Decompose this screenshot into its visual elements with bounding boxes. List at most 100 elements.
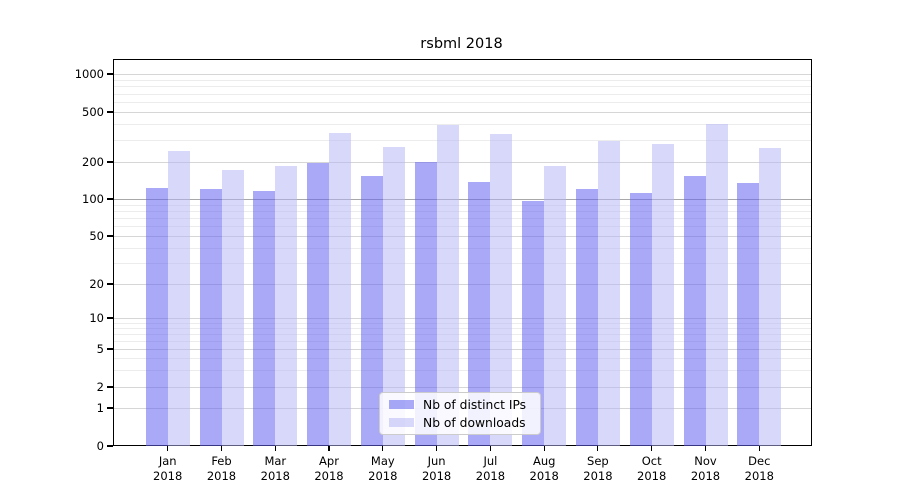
y-gridline-minor bbox=[114, 226, 811, 228]
legend-row: Nb of downloads bbox=[380, 416, 540, 430]
x-tick-label: Oct 2018 bbox=[637, 454, 667, 483]
y-gridline-minor bbox=[114, 358, 811, 360]
y-tick-label: 200 bbox=[82, 155, 104, 169]
legend-swatch-distinct-ips bbox=[389, 400, 414, 409]
bar-downloads bbox=[436, 125, 459, 446]
y-gridline-minor bbox=[114, 262, 811, 264]
bar-downloads bbox=[221, 170, 244, 446]
x-tick-label: Mar 2018 bbox=[260, 454, 290, 483]
legend-swatch-downloads bbox=[389, 418, 414, 427]
y-gridline-minor bbox=[114, 139, 811, 141]
y-gridline-minor bbox=[114, 102, 811, 103]
x-tick bbox=[758, 446, 760, 451]
bar-downloads bbox=[651, 144, 674, 446]
x-tick-label: Apr 2018 bbox=[314, 454, 344, 483]
y-gridline-major bbox=[114, 162, 811, 163]
x-tick bbox=[704, 446, 707, 451]
bar-distinct-ips bbox=[629, 192, 652, 446]
y-gridline-minor bbox=[114, 93, 811, 95]
y-gridline-minor bbox=[114, 218, 811, 219]
y-gridline-major bbox=[114, 318, 811, 319]
y-tick-label: 1000 bbox=[74, 67, 104, 81]
x-tick bbox=[328, 446, 330, 451]
x-tick bbox=[651, 446, 653, 451]
y-gridline-minor bbox=[114, 328, 811, 329]
y-gridline-minor bbox=[114, 204, 811, 206]
plot-area: 0 1 2 5 10 20 50 100 200 500 1000 Jan 2018 Feb 2018 M… bbox=[75, 59, 812, 483]
x-tick bbox=[489, 446, 491, 451]
x-tick bbox=[274, 446, 276, 451]
x-tick-label: Jan 2018 bbox=[153, 454, 183, 483]
y-gridline-major bbox=[114, 199, 811, 201]
x-tick-label: Nov 2018 bbox=[690, 454, 721, 483]
y-tick bbox=[107, 161, 113, 163]
x-tick-label: Feb 2018 bbox=[206, 454, 237, 483]
bar-distinct-ips bbox=[522, 200, 545, 446]
y-tick bbox=[107, 445, 113, 447]
y-gridline-major bbox=[114, 284, 811, 285]
bar-downloads bbox=[705, 124, 728, 446]
y-tick bbox=[107, 348, 113, 350]
x-tick-label: May 2018 bbox=[368, 454, 398, 483]
bar-distinct-ips bbox=[145, 188, 168, 446]
x-tick bbox=[597, 446, 599, 451]
x-tick-label: Jul 2018 bbox=[475, 454, 506, 483]
y-tick bbox=[107, 407, 113, 409]
x-tick bbox=[436, 446, 438, 451]
bar-distinct-ips bbox=[253, 190, 276, 446]
bar-distinct-ips bbox=[307, 163, 329, 446]
bar-downloads bbox=[544, 165, 567, 446]
bar-distinct-ips bbox=[468, 182, 491, 446]
y-tick-label: 10 bbox=[89, 311, 104, 325]
y-gridline-minor bbox=[114, 247, 811, 249]
x-tick-label: Dec 2018 bbox=[744, 454, 774, 483]
y-tick-label: 100 bbox=[82, 192, 104, 206]
bar-downloads bbox=[490, 134, 513, 446]
y-gridline-major bbox=[114, 74, 811, 75]
bar-distinct-ips bbox=[737, 183, 760, 446]
y-gridline-major bbox=[114, 349, 811, 350]
chart-title: rsbml 2018 bbox=[420, 36, 503, 52]
bar-distinct-ips bbox=[575, 188, 598, 446]
y-gridline-minor bbox=[114, 79, 811, 81]
y-tick-label: 5 bbox=[96, 342, 104, 356]
y-gridline-minor bbox=[114, 334, 811, 335]
y-tick-label: 0 bbox=[96, 439, 104, 453]
bar-downloads bbox=[759, 148, 782, 446]
y-tick-label: 50 bbox=[89, 229, 104, 243]
x-tick bbox=[382, 446, 384, 451]
bar-downloads bbox=[275, 165, 298, 446]
x-tick bbox=[543, 446, 545, 451]
x-tick-label: Jun 2018 bbox=[421, 454, 452, 483]
y-tick-label: 2 bbox=[96, 380, 104, 394]
y-gridline-minor bbox=[114, 340, 811, 342]
bar-distinct-ips bbox=[199, 189, 222, 446]
bar-distinct-ips bbox=[414, 162, 437, 446]
legend-row: Nb of distinct IPs bbox=[380, 398, 540, 412]
y-tick bbox=[107, 283, 113, 285]
y-tick bbox=[107, 386, 113, 388]
x-tick-label: Sep 2018 bbox=[583, 454, 613, 483]
y-gridline-minor bbox=[114, 210, 811, 212]
y-tick-label: 20 bbox=[89, 277, 104, 291]
y-tick bbox=[107, 111, 113, 113]
y-tick bbox=[107, 73, 113, 75]
x-tick-label: Aug 2018 bbox=[529, 454, 559, 483]
y-tick bbox=[107, 198, 113, 200]
legend-label-downloads: Nb of downloads bbox=[423, 415, 526, 430]
bar-distinct-ips bbox=[683, 176, 706, 446]
y-gridline-minor bbox=[114, 370, 811, 372]
bar-downloads bbox=[597, 141, 620, 446]
y-tick bbox=[107, 317, 113, 319]
legend: Nb of distinct IPs Nb of downloads bbox=[379, 392, 541, 435]
y-tick bbox=[107, 235, 113, 237]
y-gridline-major bbox=[114, 387, 811, 388]
y-gridline-minor bbox=[114, 124, 811, 126]
y-gridline-minor bbox=[114, 86, 811, 88]
bar-distinct-ips bbox=[360, 176, 383, 446]
bar-downloads bbox=[382, 147, 405, 446]
y-gridline-major bbox=[114, 112, 811, 113]
y-tick-label: 500 bbox=[82, 105, 104, 119]
y-gridline-minor bbox=[114, 322, 811, 324]
